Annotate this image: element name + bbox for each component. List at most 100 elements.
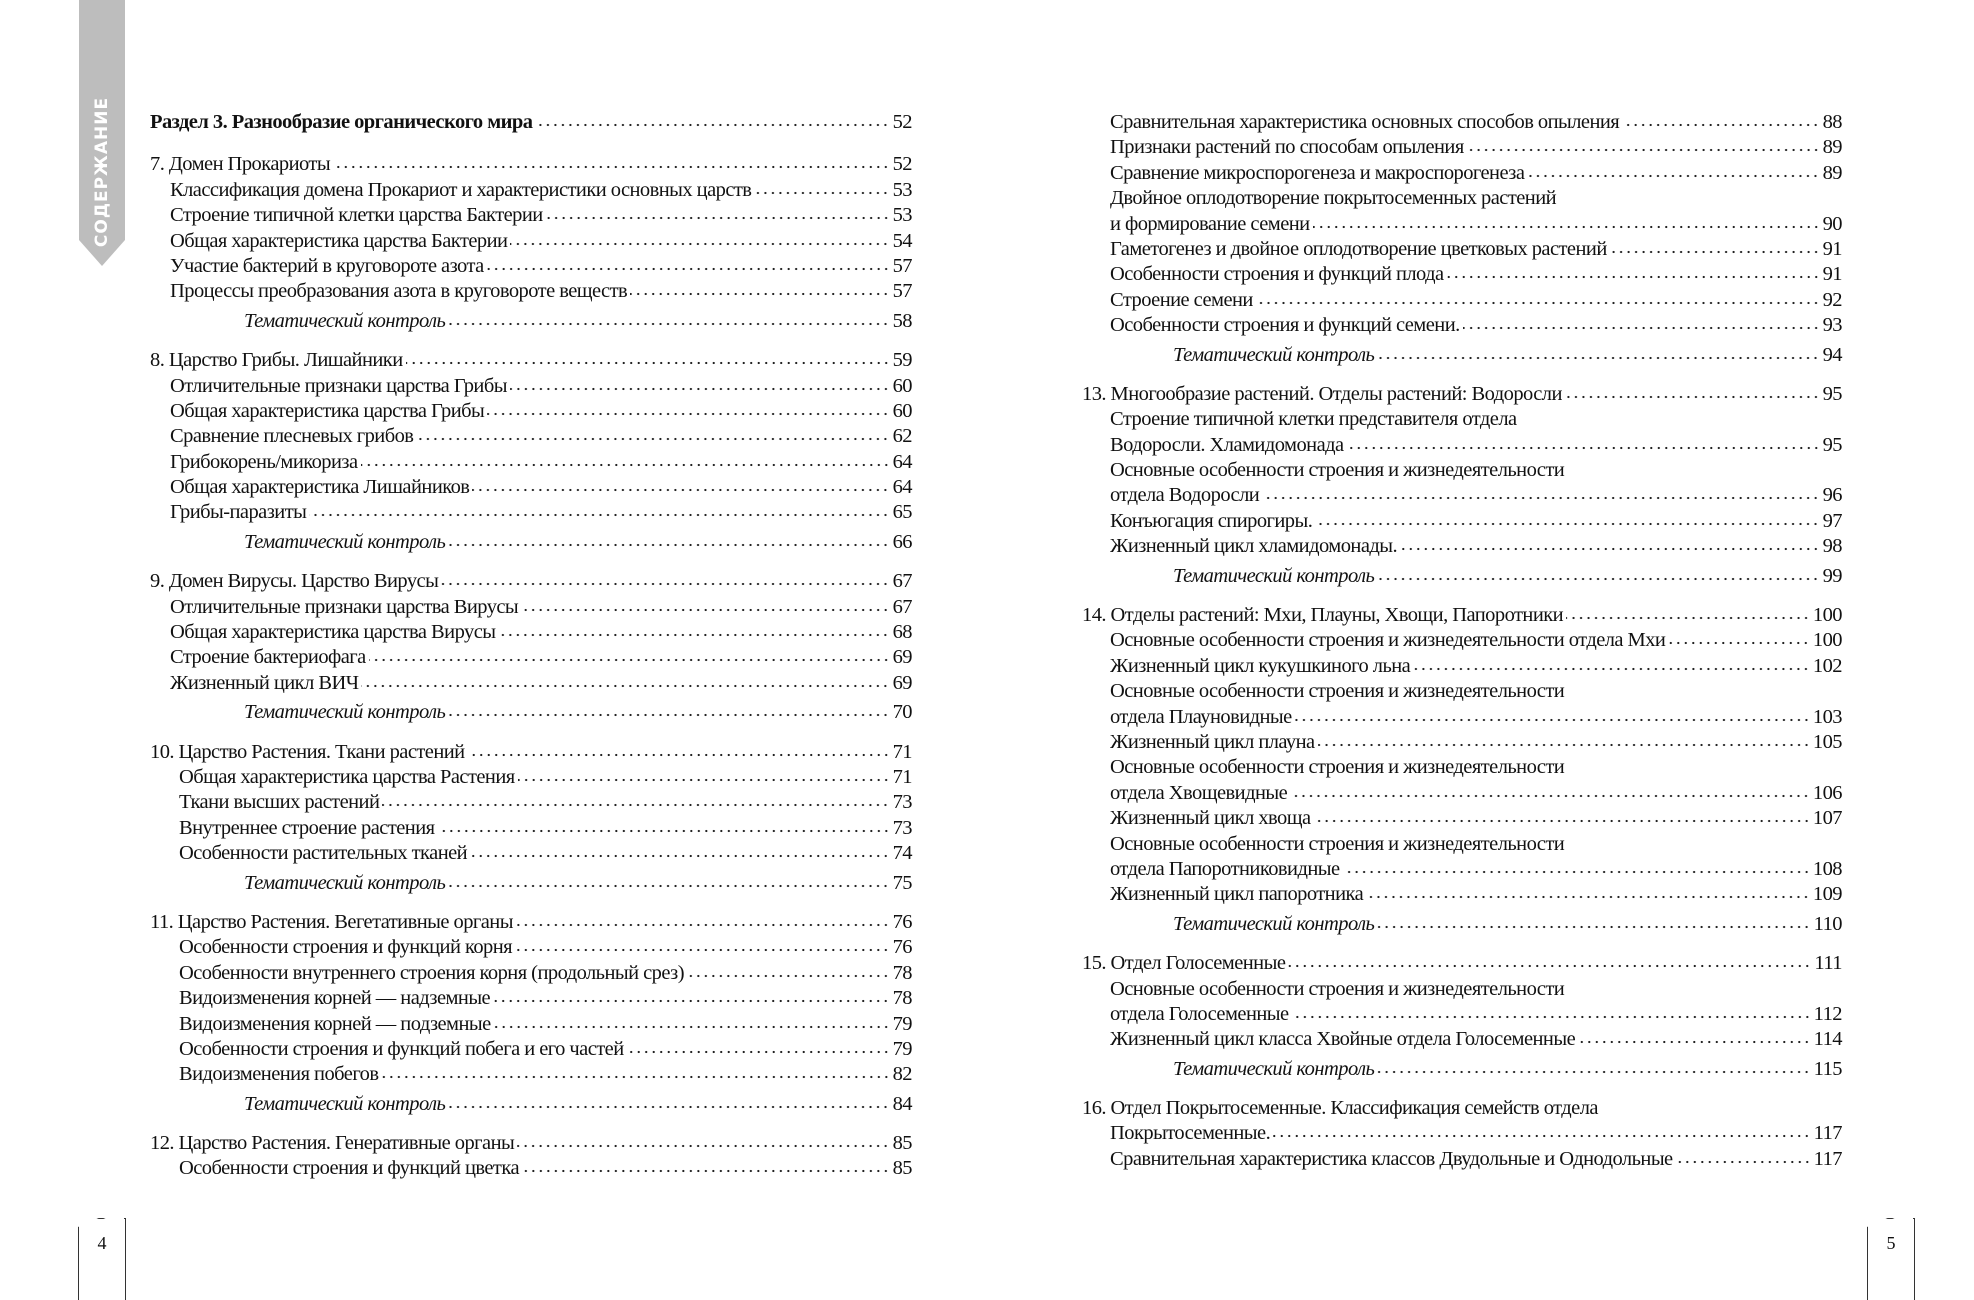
toc-entry-section[interactable]: Раздел 3. Разнообразие органического мир… (150, 110, 913, 135)
dot-leader (515, 921, 890, 928)
toc-entry-control[interactable]: Тематический контроль 58 (150, 309, 913, 334)
dot-leader (1291, 1013, 1811, 1020)
toc-entry-item[interactable]: Гаметогенез и двойное оплодотворение цве… (1082, 237, 1843, 262)
toc-entry-chapter[interactable]: 12. Царство Растения. Генеративные орган… (150, 1131, 913, 1156)
toc-entry-title: 11. Царство Растения. Вегетативные орган… (150, 910, 514, 933)
toc-entry-item[interactable]: Водоросли. Хламидомонада 95 (1082, 433, 1843, 458)
toc-entry-chapter[interactable]: 14. Отделы растений: Мхи, Плауны, Хвощи,… (1082, 603, 1843, 628)
toc-entry-item[interactable]: Жизненный цикл ВИЧ 69 (150, 671, 913, 696)
toc-entry-chapter[interactable]: 9. Домен Вирусы. Царство Вирусы 67 (150, 569, 913, 594)
toc-entry-item[interactable]: Жизненный цикл кукушкиного льна 102 (1082, 654, 1843, 679)
toc-entry-item[interactable]: Строение семени 92 (1082, 288, 1843, 313)
toc-entry-item[interactable]: Процессы преобразования азота в круговор… (150, 279, 913, 304)
toc-page-number: 100 (1812, 604, 1843, 627)
toc-entry-item2[interactable]: Особенности строения и функций цветка 85 (150, 1156, 913, 1181)
toc-entry-item2[interactable]: Особенности растительных тканей 74 (150, 841, 913, 866)
toc-entry-wrap[interactable]: Двойное оплодотворение покрытосеменных р… (1082, 186, 1842, 211)
toc-entry-control[interactable]: Тематический контроль 94 (1082, 343, 1843, 368)
toc-page-number: 108 (1812, 857, 1843, 880)
toc-entry-item[interactable]: Классификация домена Прокариот и характе… (150, 178, 913, 203)
toc-entry-control[interactable]: Тематический контроль 84 (150, 1092, 913, 1117)
toc-entry-item[interactable]: Особенности строения и функций плода 91 (1082, 262, 1843, 287)
toc-entry-item[interactable]: Покрытосеменные. 117 (1082, 1121, 1843, 1146)
toc-entry-item2[interactable]: Общая характеристика царства Растения 71 (150, 765, 913, 790)
toc-entry-item[interactable]: Отличительные признаки царства Грибы 60 (150, 374, 913, 399)
toc-page-number: 89 (1822, 161, 1843, 184)
toc-entry-item2[interactable]: Особенности внутреннего строения корня (… (150, 961, 913, 986)
toc-entry-chapter[interactable]: 13. Многообразие растений. Отделы растен… (1082, 382, 1843, 407)
toc-entry-wrap[interactable]: Основные особенности строения и жизнедея… (1082, 679, 1842, 704)
toc-entry-item[interactable]: Грибы-паразиты 65 (150, 500, 913, 525)
page-number-left: 4 (78, 1217, 126, 1300)
toc-entry-wrap[interactable]: Основные особенности строения и жизнедея… (1082, 458, 1842, 483)
toc-entry-item[interactable]: Основные особенности строения и жизнедея… (1082, 628, 1843, 653)
toc-entry-control[interactable]: Тематический контроль 66 (150, 530, 913, 555)
toc-entry-item2[interactable]: Внутреннее строение растения 73 (150, 816, 913, 841)
toc-entry-item2[interactable]: Особенности строения и функций корня 76 (150, 935, 913, 960)
dot-leader (1446, 274, 1820, 281)
toc-entry-chapter[interactable]: 8. Царство Грибы. Лишайники 59 (150, 348, 913, 373)
toc-entry-item[interactable]: Строение бактериофага 69 (150, 645, 913, 670)
toc-entry-item[interactable]: Жизненный цикл класса Хвойные отдела Гол… (1082, 1027, 1843, 1052)
toc-entry-item[interactable]: Участие бактерий в круговороте азота 57 (150, 254, 913, 279)
toc-entry-item[interactable]: Общая характеристика Лишайников 64 (150, 475, 913, 500)
dot-leader (1313, 818, 1810, 825)
toc-entry-item[interactable]: Отличительные признаки царства Вирусы 67 (150, 595, 913, 620)
toc-entry-item[interactable]: Сравнение микроспорогенеза и макроспорог… (1082, 161, 1843, 186)
toc-entry-control[interactable]: Тематический контроль 75 (150, 871, 913, 896)
toc-entry-wrap[interactable]: Основные особенности строения и жизнедея… (1082, 832, 1842, 857)
toc-entry-item[interactable]: отдела Хвощевидные 106 (1082, 781, 1843, 806)
toc-entry-item[interactable]: Сравнительная характеристика классов Дву… (1082, 1147, 1843, 1172)
toc-entry-item[interactable]: отдела Плауновидные 103 (1082, 705, 1843, 730)
toc-entry-title: Жизненный цикл класса Хвойные отдела Гол… (1110, 1028, 1576, 1051)
toc-entry-item[interactable]: Общая характеристика царства Вирусы 68 (150, 620, 913, 645)
toc-entry-item[interactable]: Признаки растений по способам опыления 89 (1082, 135, 1843, 160)
toc-entry-item[interactable]: отдела Голосеменные 112 (1082, 1002, 1843, 1027)
toc-entry-item[interactable]: Конъюгация спирогиры. 97 (1082, 509, 1843, 534)
toc-entry-item[interactable]: Жизненный цикл хвоща 107 (1082, 806, 1843, 831)
page-number: 5 (1886, 1233, 1896, 1253)
toc-entry-title: Отличительные признаки царства Вирусы (170, 595, 519, 618)
toc-entry-item[interactable]: Общая характеристика царства Бактерии 54 (150, 229, 913, 254)
toc-entry-wrap[interactable]: Основные особенности строения и жизнедея… (1082, 755, 1842, 780)
toc-entry-control[interactable]: Тематический контроль 70 (150, 700, 913, 725)
toc-entry-wrap[interactable]: Строение типичной клетки представителя о… (1082, 407, 1842, 432)
toc-entry-item[interactable]: отдела Папоротниковидные 108 (1082, 857, 1843, 882)
toc-entry-chapter[interactable]: 15. Отдел Голосеменные 111 (1082, 951, 1843, 976)
toc-entry-chapter[interactable]: 10. Царство Растения. Ткани растений 71 (150, 740, 913, 765)
toc-entry-item[interactable]: Особенности строения и функций семени. 93 (1082, 313, 1843, 338)
toc-entry-item[interactable]: Жизненный цикл хламидомонады. 98 (1082, 534, 1843, 559)
toc-entry-item[interactable]: отдела Водоросли 96 (1082, 483, 1843, 508)
toc-entry-item2[interactable]: Ткани высших растений 73 (150, 790, 913, 815)
toc-entry-item[interactable]: Строение типичной клетки царства Бактери… (150, 203, 913, 228)
toc-entry-item[interactable]: Сравнение плесневых грибов 62 (150, 424, 913, 449)
toc-entry-title: Участие бактерий в круговороте азота (170, 254, 484, 277)
side-tab-arrow (79, 240, 125, 266)
toc-entry-chapter[interactable]: 11. Царство Растения. Вегетативные орган… (150, 910, 913, 935)
toc-page-number: 62 (892, 425, 913, 448)
toc-entry-title: Сравнительная характеристика классов Дву… (1110, 1147, 1673, 1170)
toc-page-number: 59 (892, 349, 913, 372)
toc-entry-chapter[interactable]: 16. Отдел Покрытосеменные. Классификация… (1082, 1096, 1842, 1121)
toc-entry-wrap[interactable]: Основные особенности строения и жизнедея… (1082, 977, 1842, 1002)
toc-entry-item2[interactable]: Видоизменения побегов 82 (150, 1062, 913, 1087)
toc-entry-item[interactable]: Грибокорень/микориза 64 (150, 450, 913, 475)
toc-entry-item[interactable]: Сравнительная характеристика основных сп… (1082, 110, 1843, 135)
toc-entry-title: 8. Царство Грибы. Лишайники (150, 349, 403, 372)
toc-entry-item[interactable]: и формирование семени 90 (1082, 212, 1843, 237)
toc-entry-item2[interactable]: Особенности строения и функций побега и … (150, 1037, 913, 1062)
toc-entry-chapter[interactable]: 7. Домен Прокариоты 52 (150, 152, 913, 177)
toc-entry-item2[interactable]: Видоизменения корней — надземные 78 (150, 986, 913, 1011)
toc-entry-title: Особенности внутреннего строения корня (… (179, 961, 685, 984)
toc-entry-item[interactable]: Общая характеристика царства Грибы 60 (150, 399, 913, 424)
toc-entry-control[interactable]: Тематический контроль 115 (1082, 1057, 1843, 1082)
toc-entry-item2[interactable]: Видоизменения корней — подземные 79 (150, 1012, 913, 1037)
toc-entry-control[interactable]: Тематический контроль 110 (1082, 912, 1843, 937)
toc-entry-control[interactable]: Тематический контроль 99 (1082, 564, 1843, 589)
toc-page-number: 105 (1812, 730, 1843, 753)
toc-entry-title: Тематический контроль (1173, 343, 1375, 366)
toc-page-number: 53 (892, 204, 913, 227)
toc-entry-item[interactable]: Жизненный цикл плауна 105 (1082, 730, 1843, 755)
toc-entry-item[interactable]: Жизненный цикл папоротника 109 (1082, 882, 1843, 907)
toc-page-number: 92 (1822, 288, 1843, 311)
